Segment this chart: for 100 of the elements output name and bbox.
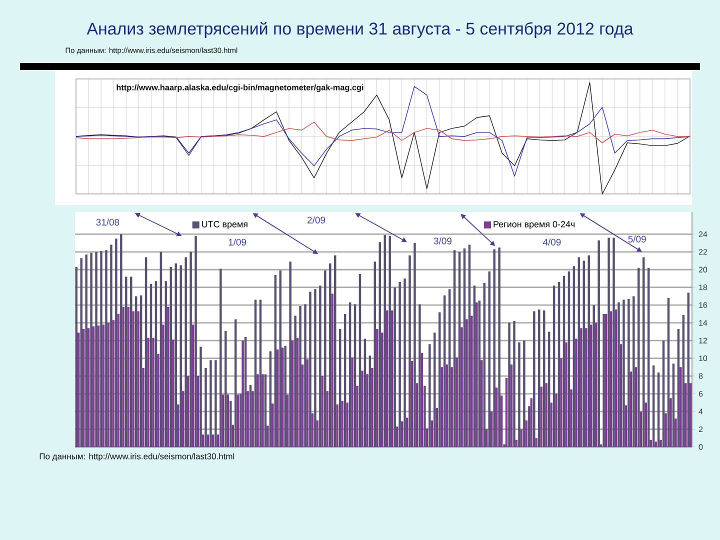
bar [304, 304, 306, 447]
bar [284, 346, 286, 447]
bar [132, 311, 134, 447]
bar [326, 391, 329, 447]
bar [684, 383, 687, 447]
bar [200, 346, 202, 447]
bar [476, 302, 478, 447]
bar [177, 404, 180, 447]
bar [528, 406, 530, 447]
bar [100, 251, 102, 447]
bar [480, 360, 483, 447]
bar [408, 255, 411, 447]
bar [110, 244, 112, 447]
bar [493, 249, 496, 447]
bar [486, 429, 488, 447]
bar [674, 418, 677, 447]
bar [632, 296, 635, 447]
bar [246, 391, 249, 447]
bar [157, 354, 160, 447]
bar [341, 400, 344, 447]
bar [190, 252, 192, 447]
bar [90, 252, 92, 447]
bar [269, 351, 272, 447]
annotation: 5/09 [628, 236, 646, 242]
bar [152, 338, 154, 447]
bar [167, 306, 170, 447]
bar [508, 322, 510, 447]
bar [354, 304, 356, 447]
bar [650, 440, 652, 447]
bar [440, 367, 443, 447]
bar [115, 238, 118, 447]
bar [570, 389, 572, 447]
bar [540, 386, 542, 447]
bar [488, 271, 490, 447]
bar [356, 386, 358, 447]
annotation: 4/09 [542, 238, 561, 246]
annotation: 31/08 [96, 218, 120, 226]
bar [314, 289, 316, 447]
bar [180, 265, 182, 447]
bar [306, 359, 309, 447]
bar [533, 311, 536, 447]
bar [242, 340, 244, 447]
bar [687, 292, 690, 447]
bar [112, 320, 115, 447]
bar [226, 394, 230, 447]
bar [394, 287, 396, 447]
bar [222, 394, 224, 447]
legend-label: UTC время [202, 221, 248, 230]
bar [428, 344, 431, 447]
bar [654, 442, 657, 447]
bar [105, 250, 108, 447]
bar [162, 324, 164, 447]
bar [204, 368, 207, 447]
bar [456, 357, 458, 447]
bar [638, 268, 640, 447]
annotation: http://www.haarp.alaska.edu/cgi-bin/magnetometer/gak-mag.cgi [116, 84, 364, 92]
bar [424, 386, 426, 447]
bar [416, 383, 418, 447]
bar [414, 243, 416, 447]
bar [434, 332, 436, 447]
bar [548, 332, 550, 447]
bar [125, 276, 128, 447]
bar [137, 311, 140, 447]
bar [232, 424, 234, 447]
bar [575, 338, 578, 447]
text: По данным: http://www.iris.edu/seismon/last30.html [40, 453, 234, 462]
bar [299, 306, 302, 447]
bar [346, 402, 348, 447]
bar [398, 282, 401, 447]
bar [272, 404, 274, 447]
bar [130, 276, 132, 447]
bar [628, 298, 630, 447]
bar [612, 238, 615, 447]
bar [286, 394, 289, 447]
bar [256, 374, 259, 447]
bar [470, 316, 473, 447]
bar [220, 268, 222, 447]
bar [184, 257, 187, 447]
bar [560, 358, 562, 447]
bar [324, 270, 326, 447]
bar [500, 396, 503, 447]
bar [262, 374, 264, 447]
bar [236, 394, 239, 447]
bar [182, 391, 184, 447]
bar [565, 342, 568, 447]
bar [388, 236, 391, 447]
bar [351, 357, 354, 447]
bar [224, 330, 227, 447]
chart-title: Анализ землетрясений по времени 31 августа - 5 сентября 2012 года [86, 22, 634, 38]
bar [172, 340, 174, 447]
bar [147, 338, 150, 447]
bar [466, 319, 468, 447]
bar [210, 360, 212, 447]
bar [555, 394, 558, 447]
bar [498, 247, 500, 447]
bar [336, 404, 338, 447]
annotation: 3/09 [434, 237, 452, 244]
bar [503, 444, 506, 447]
bar [622, 300, 625, 447]
bar [670, 398, 672, 447]
